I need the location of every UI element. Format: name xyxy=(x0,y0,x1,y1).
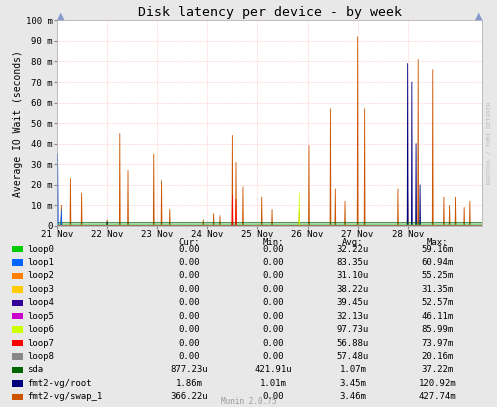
Text: 877.23u: 877.23u xyxy=(170,365,208,374)
Text: loop0: loop0 xyxy=(27,245,54,254)
Text: 1.07m: 1.07m xyxy=(339,365,366,374)
Text: 0.00: 0.00 xyxy=(262,392,284,401)
Text: 32.22u: 32.22u xyxy=(337,245,369,254)
Text: 0.00: 0.00 xyxy=(262,245,284,254)
Text: 59.16m: 59.16m xyxy=(421,245,453,254)
Y-axis label: Average IO Wait (seconds): Average IO Wait (seconds) xyxy=(13,50,23,197)
Text: 3.45m: 3.45m xyxy=(339,379,366,388)
Text: 0.00: 0.00 xyxy=(262,258,284,267)
Text: fmt2-vg/root: fmt2-vg/root xyxy=(27,379,92,388)
Text: 120.92m: 120.92m xyxy=(418,379,456,388)
Title: Disk latency per device - by week: Disk latency per device - by week xyxy=(138,6,402,19)
Text: loop7: loop7 xyxy=(27,339,54,348)
Text: 83.35u: 83.35u xyxy=(337,258,369,267)
Text: 0.00: 0.00 xyxy=(262,312,284,321)
Text: 0.00: 0.00 xyxy=(262,325,284,334)
Text: Max:: Max: xyxy=(426,238,448,247)
Text: 0.00: 0.00 xyxy=(178,285,200,294)
Text: 421.91u: 421.91u xyxy=(254,365,292,374)
Text: ▲: ▲ xyxy=(57,10,65,20)
Text: 85.99m: 85.99m xyxy=(421,325,453,334)
Text: 60.94m: 60.94m xyxy=(421,258,453,267)
Text: 0.00: 0.00 xyxy=(178,271,200,280)
Text: 31.35m: 31.35m xyxy=(421,285,453,294)
Text: loop3: loop3 xyxy=(27,285,54,294)
Text: loop5: loop5 xyxy=(27,312,54,321)
Text: 39.45u: 39.45u xyxy=(337,298,369,307)
Text: 97.73u: 97.73u xyxy=(337,325,369,334)
Text: 1.86m: 1.86m xyxy=(175,379,202,388)
Text: 0.00: 0.00 xyxy=(262,298,284,307)
Text: 37.22m: 37.22m xyxy=(421,365,453,374)
Text: 55.25m: 55.25m xyxy=(421,271,453,280)
Text: 0.00: 0.00 xyxy=(262,285,284,294)
Text: 366.22u: 366.22u xyxy=(170,392,208,401)
Text: 0.00: 0.00 xyxy=(262,339,284,348)
Text: 20.16m: 20.16m xyxy=(421,352,453,361)
Text: 0.00: 0.00 xyxy=(178,258,200,267)
Text: 31.10u: 31.10u xyxy=(337,271,369,280)
Text: Avg:: Avg: xyxy=(342,238,364,247)
Text: 0.00: 0.00 xyxy=(262,352,284,361)
Text: loop6: loop6 xyxy=(27,325,54,334)
Text: 0.00: 0.00 xyxy=(178,352,200,361)
Text: RRDTOOL / TOBI OETIKER: RRDTOOL / TOBI OETIKER xyxy=(486,102,491,184)
Text: 46.11m: 46.11m xyxy=(421,312,453,321)
Text: Min:: Min: xyxy=(262,238,284,247)
Text: 57.48u: 57.48u xyxy=(337,352,369,361)
Text: 32.13u: 32.13u xyxy=(337,312,369,321)
Text: sda: sda xyxy=(27,365,43,374)
Text: loop1: loop1 xyxy=(27,258,54,267)
Text: 56.88u: 56.88u xyxy=(337,339,369,348)
Text: 73.97m: 73.97m xyxy=(421,339,453,348)
Text: 0.00: 0.00 xyxy=(178,325,200,334)
Text: 1.01m: 1.01m xyxy=(260,379,287,388)
Text: loop8: loop8 xyxy=(27,352,54,361)
Text: Munin 2.0.75: Munin 2.0.75 xyxy=(221,397,276,406)
Text: 0.00: 0.00 xyxy=(178,312,200,321)
Text: loop2: loop2 xyxy=(27,271,54,280)
Text: 3.46m: 3.46m xyxy=(339,392,366,401)
Text: 38.22u: 38.22u xyxy=(337,285,369,294)
Text: loop4: loop4 xyxy=(27,298,54,307)
Text: 427.74m: 427.74m xyxy=(418,392,456,401)
Text: 0.00: 0.00 xyxy=(178,298,200,307)
Text: 0.00: 0.00 xyxy=(178,245,200,254)
Text: Cur:: Cur: xyxy=(178,238,200,247)
Text: 0.00: 0.00 xyxy=(262,271,284,280)
Text: ▲: ▲ xyxy=(475,10,482,20)
Text: fmt2-vg/swap_1: fmt2-vg/swap_1 xyxy=(27,392,102,401)
Text: 52.57m: 52.57m xyxy=(421,298,453,307)
Text: 0.00: 0.00 xyxy=(178,339,200,348)
